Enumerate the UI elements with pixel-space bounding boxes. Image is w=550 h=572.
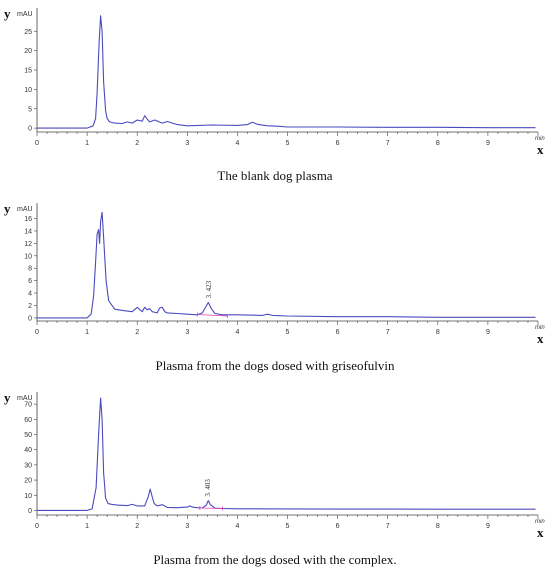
x-tick-label: 9 bbox=[486, 523, 490, 530]
x-tick-label: 4 bbox=[235, 329, 239, 336]
x-axis-label: x bbox=[537, 142, 544, 157]
y-tick-label: 0 bbox=[28, 126, 32, 133]
x-tick-label: 3 bbox=[185, 140, 189, 147]
x-tick-label: 9 bbox=[486, 329, 490, 336]
y-tick-label: 10 bbox=[24, 253, 32, 260]
chromatogram-trace bbox=[37, 15, 536, 129]
x-tick-label: 4 bbox=[235, 140, 239, 147]
y-unit-label: mAU bbox=[17, 395, 33, 402]
y-tick-label: 10 bbox=[24, 493, 32, 500]
y-unit-label: mAU bbox=[17, 206, 33, 213]
y-tick-label: 10 bbox=[24, 87, 32, 94]
y-axis-label: y bbox=[4, 6, 11, 21]
x-tick-label: 6 bbox=[336, 523, 340, 530]
panel-caption: The blank dog plasma bbox=[217, 168, 332, 183]
x-tick-label: 7 bbox=[386, 523, 390, 530]
chromatogram-trace bbox=[37, 397, 536, 511]
x-tick-label: 2 bbox=[135, 329, 139, 336]
y-axis-label: y bbox=[4, 390, 11, 405]
x-tick-label: 5 bbox=[286, 140, 290, 147]
y-tick-label: 8 bbox=[28, 266, 32, 273]
x-tick-label: 7 bbox=[386, 140, 390, 147]
peak-retention-label: 3. 403 bbox=[204, 479, 212, 497]
x-tick-label: 2 bbox=[135, 140, 139, 147]
x-tick-label: 9 bbox=[486, 140, 490, 147]
x-unit-label: min bbox=[535, 325, 545, 331]
x-tick-label: 6 bbox=[336, 140, 340, 147]
x-axis-label: x bbox=[537, 525, 544, 540]
x-tick-label: 1 bbox=[85, 523, 89, 530]
x-tick-label: 0 bbox=[35, 329, 39, 336]
peak-retention-label: 3. 423 bbox=[205, 280, 213, 298]
y-tick-label: 0 bbox=[28, 315, 32, 322]
y-axis-label: y bbox=[4, 201, 11, 216]
y-tick-label: 16 bbox=[24, 216, 32, 223]
x-tick-label: 6 bbox=[336, 329, 340, 336]
x-tick-label: 2 bbox=[135, 523, 139, 530]
y-tick-label: 15 bbox=[24, 68, 32, 75]
y-tick-label: 14 bbox=[24, 228, 32, 235]
y-tick-label: 4 bbox=[28, 291, 32, 298]
y-tick-label: 30 bbox=[24, 462, 32, 469]
y-tick-label: 20 bbox=[24, 478, 32, 485]
x-unit-label: min bbox=[535, 136, 545, 142]
x-tick-label: 8 bbox=[436, 140, 440, 147]
x-tick-label: 8 bbox=[436, 329, 440, 336]
chromatogram-trace bbox=[37, 211, 536, 319]
y-tick-label: 2 bbox=[28, 303, 32, 310]
y-tick-label: 60 bbox=[24, 417, 32, 424]
x-tick-label: 5 bbox=[286, 329, 290, 336]
y-tick-label: 6 bbox=[28, 278, 32, 285]
y-tick-label: 0 bbox=[28, 508, 32, 515]
integration-baseline bbox=[197, 314, 228, 317]
x-tick-label: 3 bbox=[185, 523, 189, 530]
x-axis-label: x bbox=[537, 331, 544, 346]
x-tick-label: 7 bbox=[386, 329, 390, 336]
y-tick-label: 12 bbox=[24, 241, 32, 248]
x-tick-label: 0 bbox=[35, 140, 39, 147]
y-tick-label: 5 bbox=[28, 106, 32, 113]
y-unit-label: mAU bbox=[17, 11, 33, 18]
x-tick-label: 1 bbox=[85, 140, 89, 147]
x-unit-label: min bbox=[535, 519, 545, 525]
x-tick-label: 3 bbox=[185, 329, 189, 336]
panel-caption: Plasma from the dogs dosed with the comp… bbox=[153, 552, 396, 567]
y-tick-label: 70 bbox=[24, 402, 32, 409]
x-tick-label: 5 bbox=[286, 523, 290, 530]
y-tick-label: 40 bbox=[24, 447, 32, 454]
x-tick-label: 0 bbox=[35, 523, 39, 530]
panel-caption: Plasma from the dogs dosed with griseofu… bbox=[155, 358, 395, 373]
y-tick-label: 25 bbox=[24, 29, 32, 36]
x-tick-label: 1 bbox=[85, 329, 89, 336]
y-tick-label: 20 bbox=[24, 48, 32, 55]
x-tick-label: 4 bbox=[235, 523, 239, 530]
x-tick-label: 8 bbox=[436, 523, 440, 530]
y-tick-label: 50 bbox=[24, 432, 32, 439]
